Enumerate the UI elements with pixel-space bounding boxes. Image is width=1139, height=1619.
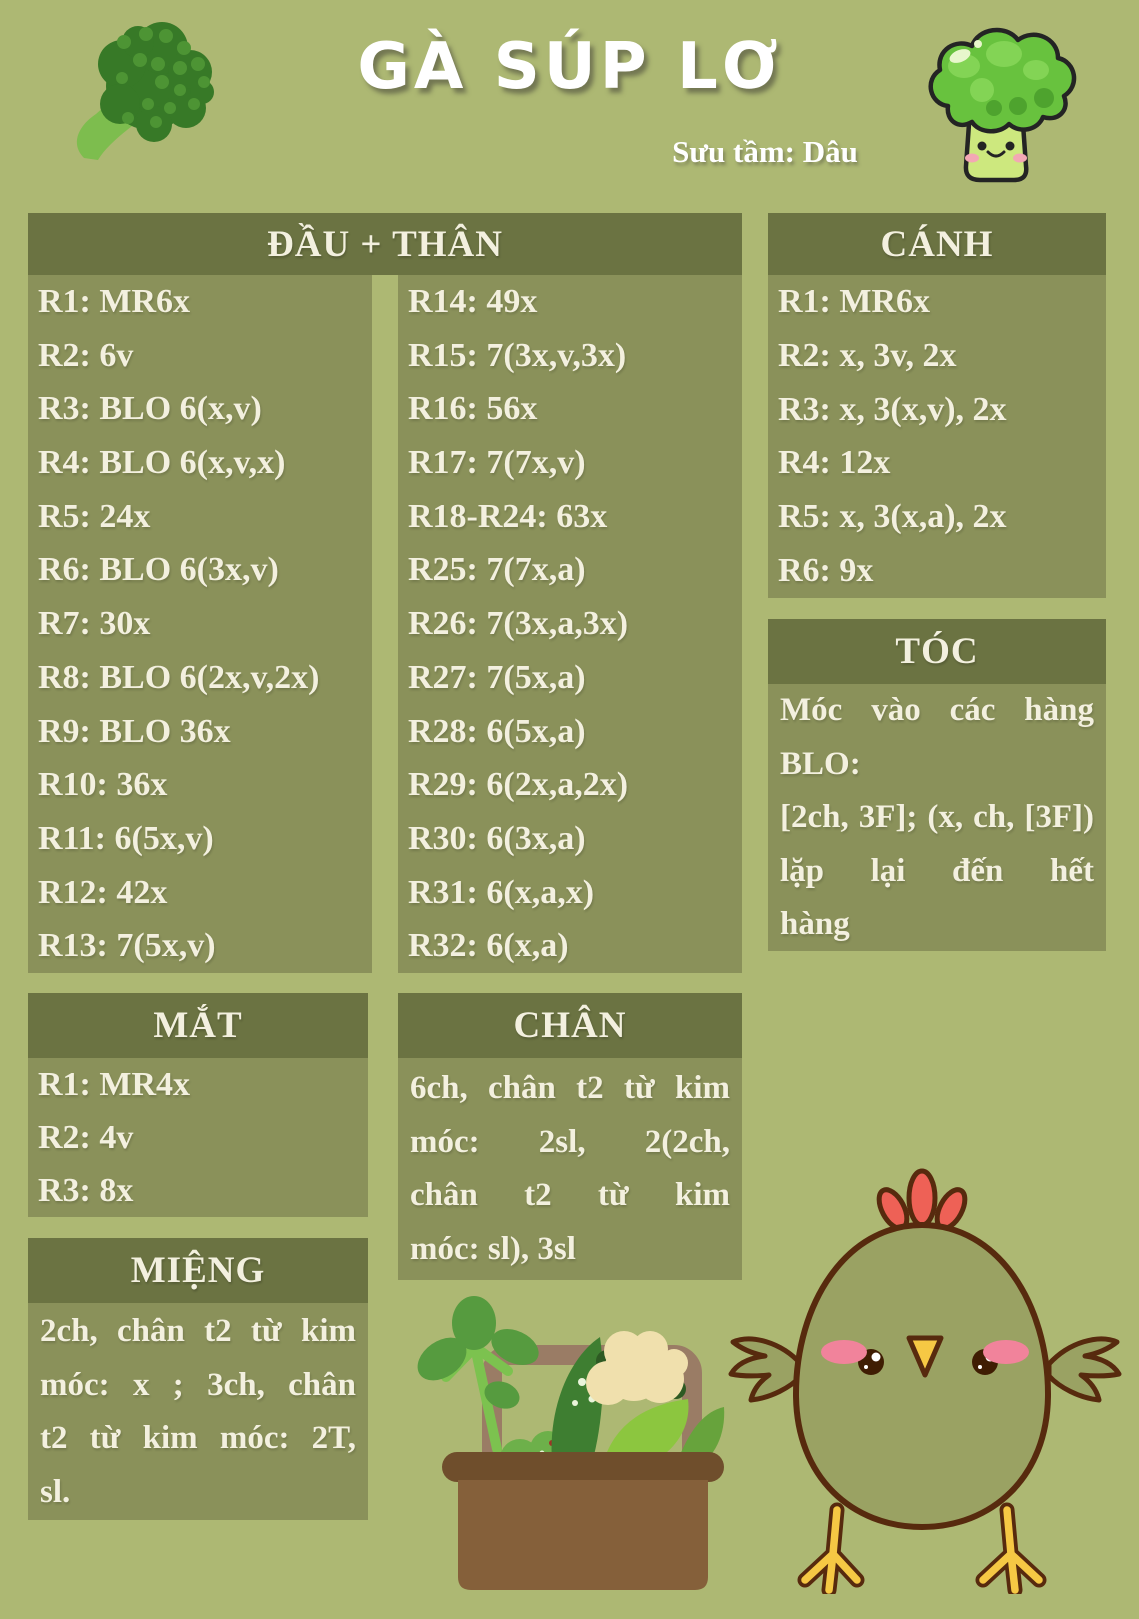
pattern-row: R4: 12x: [778, 444, 891, 482]
section-header-chan: CHÂN: [398, 993, 742, 1058]
pattern-row: R6: BLO 6(3x,v): [38, 551, 279, 589]
pattern-row: R17: 7(7x,v): [408, 444, 586, 482]
pattern-row: R3: 8x: [38, 1172, 134, 1209]
pattern-text-line: chân t2 từ kim: [410, 1177, 730, 1213]
pattern-row: R2: 4v: [38, 1119, 134, 1156]
pattern-row: R5: x, 3(x,a), 2x: [778, 498, 1007, 536]
pattern-text-line: móc: sl), 3sl: [410, 1230, 576, 1267]
chan-body: 6ch, chân t2 từ kim móc: 2sl, 2(2ch, châ…: [398, 1058, 742, 1280]
broccoli-icon: [76, 22, 214, 160]
pattern-row: R5: 24x: [38, 497, 151, 535]
toc-body: Móc vào các hàng BLO: [2ch, 3F]; (x, ch,…: [768, 684, 1106, 951]
section-header-dau-than: ĐẦU + THÂN: [28, 213, 742, 275]
pattern-row: R4: BLO 6(x,v,x): [38, 444, 286, 482]
dau-than-column-1: R1: MR6x R2: 6v R3: BLO 6(x,v) R4: BLO 6…: [28, 275, 372, 973]
pattern-row: R1: MR6x: [778, 283, 931, 320]
pattern-row: R29: 6(2x,a,2x): [408, 766, 629, 804]
section-header-mat: MẮT: [28, 993, 368, 1058]
mat-body: R1: MR4x R2: 4v R3: 8x: [28, 1058, 368, 1217]
pattern-row: R12: 42x: [38, 873, 168, 911]
pattern-row: R6: 9x: [778, 551, 874, 589]
pattern-text-line: BLO:: [780, 745, 861, 782]
kawaii-broccoli-icon: [928, 27, 1077, 183]
pattern-row: R8: BLO 6(2x,v,2x): [38, 658, 320, 696]
pattern-row: R14: 49x: [408, 283, 538, 320]
pattern-row: R30: 6(3x,a): [408, 819, 586, 857]
pattern-row: R32: 6(x,a): [408, 927, 569, 965]
pattern-row: R13: 7(5x,v): [38, 927, 216, 965]
pattern-text-line: [2ch, 3F]; (x, ch, [3F]): [780, 799, 1094, 835]
pattern-text-line: 2ch, chân t2 từ kim: [40, 1313, 356, 1349]
section-header-mieng: MIỆNG: [28, 1238, 368, 1303]
pattern-row: R3: x, 3(x,v), 2x: [778, 390, 1007, 428]
pattern-row: R15: 7(3x,v,3x): [408, 336, 627, 374]
pattern-row: R2: 6v: [38, 336, 134, 374]
pattern-row: R31: 6(x,a,x): [408, 873, 595, 911]
pattern-row: R1: MR4x: [38, 1066, 191, 1103]
pattern-text-line: hàng: [780, 906, 850, 942]
page-title: GÀ SÚP LƠ: [357, 30, 782, 104]
section-header-canh: CÁNH: [768, 213, 1106, 275]
pattern-row: R28: 6(5x,a): [408, 712, 586, 750]
pattern-row: R7: 30x: [38, 605, 151, 643]
pattern-row: R1: MR6x: [38, 283, 191, 320]
pattern-row: R10: 36x: [38, 766, 168, 804]
pattern-row: R9: BLO 36x: [38, 712, 231, 750]
section-header-toc: TÓC: [768, 619, 1106, 684]
pattern-text-line: sl.: [40, 1473, 71, 1510]
pattern-text-line: móc: 2sl, 2(2ch,: [410, 1123, 730, 1160]
pattern-text-line: Móc vào các hàng: [780, 692, 1094, 728]
pattern-row: R26: 7(3x,a,3x): [408, 605, 629, 643]
pattern-text-line: t2 từ kim móc: 2T,: [40, 1420, 356, 1456]
pattern-row: R18-R24: 63x: [408, 497, 608, 535]
pattern-row: R16: 56x: [408, 390, 538, 428]
pattern-row: R11: 6(5x,v): [38, 819, 214, 857]
pattern-row: R25: 7(7x,a): [408, 551, 586, 589]
page-subtitle: Sưu tầm: Dâu: [672, 134, 858, 169]
pattern-row: R27: 7(5x,a): [408, 658, 586, 696]
canh-body: R1: MR6x R2: x, 3v, 2x R3: x, 3(x,v), 2x…: [768, 275, 1106, 598]
dau-than-column-2: R14: 49x R15: 7(3x,v,3x) R16: 56x R17: 7…: [398, 275, 742, 973]
mieng-body: 2ch, chân t2 từ kim móc: x ; 3ch, chân t…: [28, 1303, 368, 1520]
pattern-text-line: 6ch, chân t2 từ kim: [410, 1070, 730, 1106]
pattern-row: R2: x, 3v, 2x: [778, 336, 957, 374]
pattern-row: R3: BLO 6(x,v): [38, 390, 262, 428]
pattern-text-line: lặp lại đến hết: [780, 852, 1094, 889]
pattern-text-line: móc: x ; 3ch, chân: [40, 1366, 356, 1403]
chicken-illustration: [728, 1168, 1122, 1594]
vegetable-basket-illustration: [417, 1296, 725, 1590]
